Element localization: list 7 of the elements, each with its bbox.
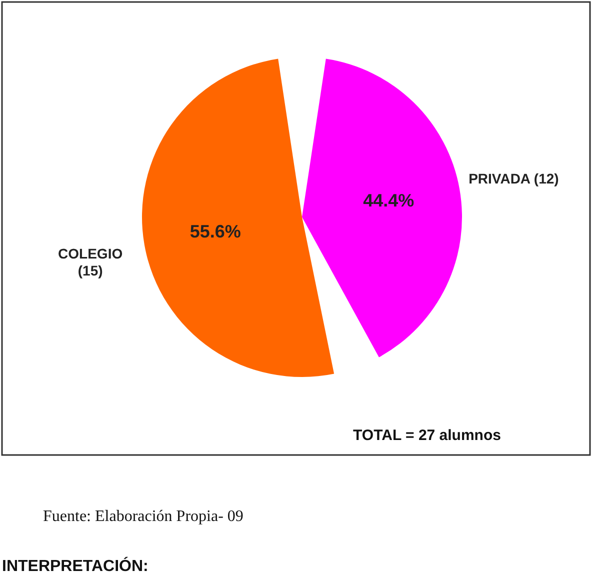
data-label: 44.4% — [363, 190, 414, 211]
text: INTERPRETACIÓN: — [2, 556, 148, 575]
source-note: Fuente: Elaboración Propia- 09 — [43, 508, 244, 525]
data-label: 55.6% — [190, 221, 241, 242]
slice-label: PRIVADA (12) — [468, 170, 559, 186]
slice-label: COLEGIO (15) — [58, 246, 123, 279]
text: TOTAL = 27 alumnos — [353, 427, 501, 444]
